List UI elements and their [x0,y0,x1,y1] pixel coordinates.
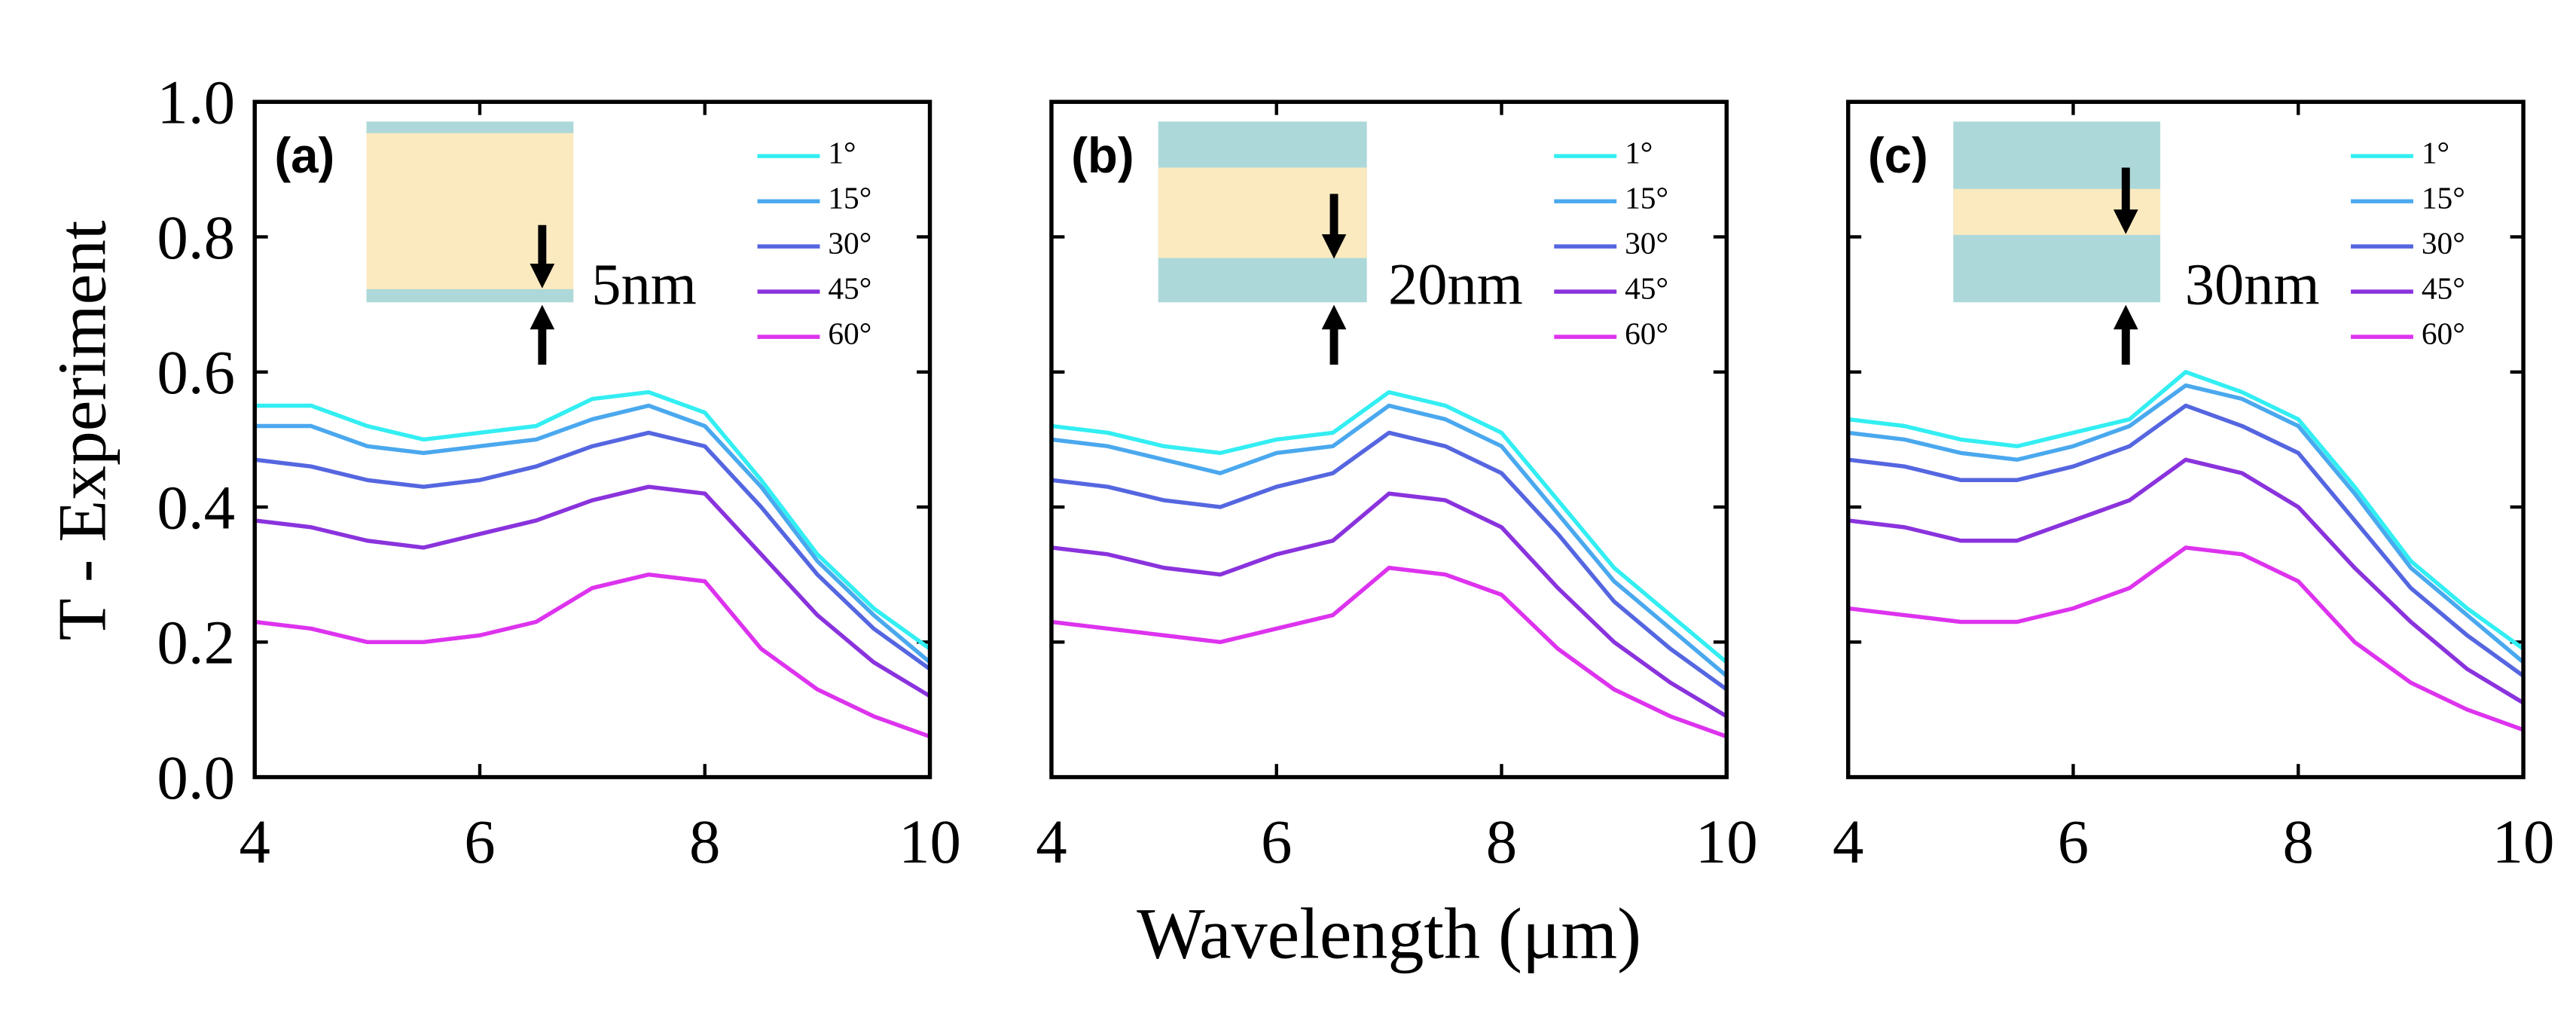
x-tick-label: 6 [1261,807,1292,876]
legend-label: 30° [828,226,871,261]
series-line [1051,389,1729,664]
y-axis-label: T - Experiment [44,221,121,641]
legend-label: 45° [828,271,871,306]
series-line [255,403,932,664]
x-tick-label: 10 [1695,807,1758,876]
series-line [1051,491,1728,719]
plot-frame [1845,99,2526,780]
legend-label: 1° [828,136,856,170]
inset-a [366,121,574,365]
series-line [1848,545,2524,732]
x-tick-label: 8 [689,807,720,876]
x-tick-label: 8 [1486,807,1517,876]
series-line [1051,403,1729,678]
series-line [1848,403,2525,678]
legend-label: 45° [2422,271,2465,306]
inset-b [1158,121,1367,365]
legend-label: 45° [1625,271,1668,306]
legend-label: 60° [2422,316,2465,351]
x-tick-label: 10 [899,807,961,876]
panel-label: (b) [1071,128,1134,183]
series-line [1848,370,2525,651]
x-axis-label: Wavelength (μm) [1137,893,1641,973]
x-tick-label: 6 [2058,807,2089,876]
x-tick-label: 4 [1036,807,1067,876]
series-line [254,572,931,739]
y-tick-label: 0.0 [157,743,235,812]
legend-label: 60° [1625,316,1668,351]
x-tick-label: 4 [1833,807,1863,876]
y-tick-label: 0.4 [157,472,235,542]
y-tick-label: 0.8 [157,203,235,272]
legend-label: 15° [828,181,871,215]
series-line [255,389,932,651]
panel-label: (a) [274,128,334,183]
plot-frame [252,99,932,780]
legend-label: 15° [1625,181,1668,215]
legend-label: 60° [828,316,871,351]
legend-label: 30° [1625,226,1668,261]
legend-label: 1° [1625,136,1653,170]
annotation: 20nm [1388,251,1523,316]
series-line [1848,383,2525,664]
annotation: 30nm [2185,251,2320,316]
x-tick-label: 10 [2492,807,2555,876]
y-tick-label: 0.2 [157,608,235,677]
legend-label: 15° [2422,181,2465,215]
series-line [1848,457,2525,705]
annotation: 5nm [591,251,697,316]
x-tick-label: 4 [239,807,270,876]
legend-label: 30° [2422,226,2465,261]
plot-frame [1049,99,1729,780]
series-line [254,430,932,671]
series-line [254,484,931,698]
series-line [1051,566,1728,739]
y-tick-label: 0.6 [157,337,235,407]
x-tick-label: 6 [464,807,495,876]
legend-label: 1° [2422,136,2449,170]
x-tick-label: 8 [2283,807,2314,876]
series-line [1051,430,1728,692]
inset-c [1953,121,2161,365]
panel-label: (c) [1868,128,1928,183]
y-tick-label: 1.0 [157,68,235,137]
